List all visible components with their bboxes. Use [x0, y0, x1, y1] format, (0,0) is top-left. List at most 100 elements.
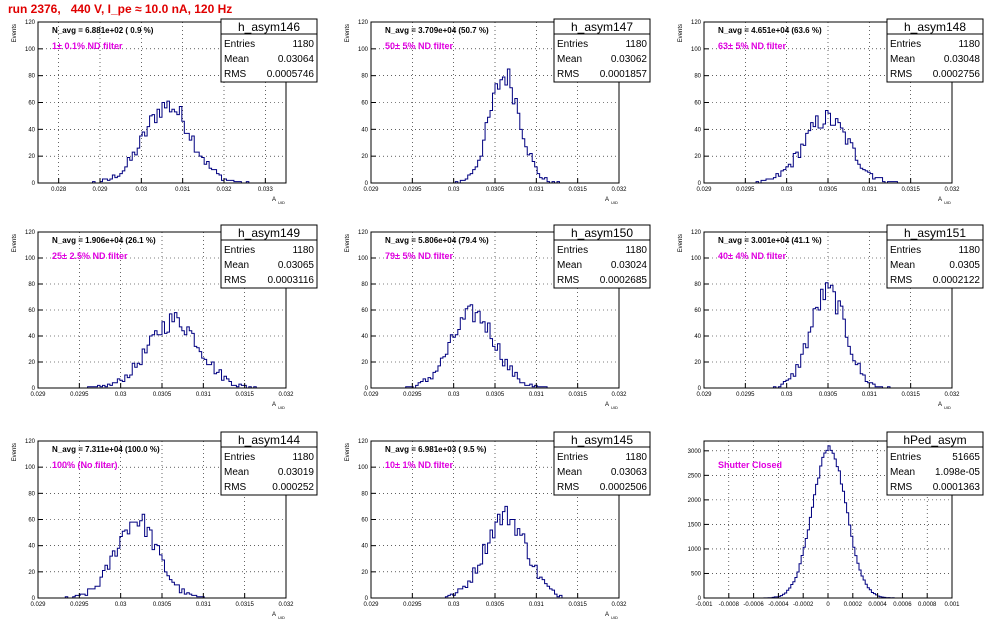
stats-key-entries: Entries	[890, 245, 921, 256]
x-tick-label: 0.0295	[403, 392, 422, 398]
stats-box: h_asym144 Entries 1180 Mean 0.03019 RMS 0.0002…	[220, 431, 318, 496]
x-tick-label: 0.0002	[844, 602, 863, 608]
x-tick-label: 0.031	[529, 602, 545, 608]
y-tick-label: 40	[28, 127, 35, 133]
stats-value-rms: 0.0002122	[933, 275, 981, 286]
stats-key-mean: Mean	[557, 260, 582, 271]
stats-value-entries: 1180	[625, 452, 647, 463]
x-tick-label: 0.0315	[568, 602, 587, 608]
x-axis-label: A UID	[938, 402, 951, 410]
histogram-panel-h_asym148: 0 20 40 60 80 100 120 0.029 0.0295 0.03 0.0305 0.03…	[678, 18, 984, 205]
y-tick-label: 40	[694, 334, 701, 340]
stats-key-entries: Entries	[557, 245, 588, 256]
y-tick-label: 60	[361, 518, 368, 524]
x-axis-label: A UID	[605, 402, 618, 410]
x-tick-label: 0.0315	[568, 187, 587, 193]
stats-box-title: hPed_asym	[903, 433, 966, 447]
x-tick-label: 0.031	[196, 392, 212, 398]
x-axis-label: A UID	[938, 197, 951, 205]
stats-box: h_asym145 Entries 1180 Mean 0.03063 RMS 0.0002…	[553, 431, 651, 496]
stats-box: h_asym150 Entries 1180 Mean 0.03024 RMS 0.0002…	[553, 224, 651, 289]
stats-value-rms: 0.000252	[272, 482, 314, 493]
filter-label: 10± 1% ND filter	[385, 460, 453, 470]
x-tick-label: 0.0305	[486, 187, 505, 193]
stats-value-rms: 0.0001857	[600, 69, 648, 80]
stats-value-rms: 0.0001363	[933, 482, 981, 493]
x-tick-label: 0.029	[30, 392, 46, 398]
x-tick-label: 0.031	[862, 187, 878, 193]
stats-value-mean: 0.03062	[611, 54, 648, 65]
stats-key-rms: RMS	[890, 275, 913, 286]
y-tick-label: 40	[361, 544, 368, 550]
y-tick-label: 0	[32, 596, 36, 602]
y-tick-label: 40	[361, 334, 368, 340]
x-tick-label: 0.0305	[819, 392, 838, 398]
x-tick-label: 0.033	[258, 187, 274, 193]
stats-box: h_asym151 Entries 1180 Mean 0.0305 RMS 0.00021…	[886, 224, 984, 289]
y-tick-label: 20	[28, 360, 35, 366]
y-tick-label: 60	[28, 518, 35, 524]
y-tick-label: 2500	[688, 473, 702, 479]
y-tick-label: 20	[694, 154, 701, 160]
x-tick-label: 0.032	[278, 392, 294, 398]
histogram-panel-h_asym146: 0 20 40 60 80 100 120 0.028 0.029 0.03 0.031 0.032 0…	[12, 18, 318, 205]
x-axis-label: A UID	[272, 402, 285, 410]
y-axis-label: Events	[345, 443, 351, 461]
x-tick-label: 0	[826, 602, 830, 608]
x-tick-label: 0.0315	[568, 392, 587, 398]
stats-box-title: h_asym149	[238, 226, 300, 240]
histogram-line	[38, 312, 286, 389]
stats-key-entries: Entries	[557, 39, 588, 50]
stats-value-entries: 1180	[292, 245, 314, 256]
y-tick-label: 20	[361, 360, 368, 366]
stats-value-mean: 0.03048	[944, 54, 981, 65]
stats-key-entries: Entries	[557, 452, 588, 463]
stats-key-entries: Entries	[224, 245, 255, 256]
x-tick-label: -0.0006	[743, 602, 764, 608]
histogram-line	[371, 304, 619, 389]
histogram-line	[371, 68, 619, 184]
x-tick-label: -0.0008	[719, 602, 740, 608]
y-tick-label: 120	[691, 230, 702, 236]
stats-key-rms: RMS	[557, 482, 580, 493]
x-tick-label: 0.0305	[153, 602, 172, 608]
x-axis-label: A UID	[272, 612, 285, 620]
x-tick-label: 0.03	[115, 602, 127, 608]
x-axis-label: A UID	[605, 197, 618, 205]
y-tick-label: 80	[694, 282, 701, 288]
x-tick-label: 0.03	[448, 392, 460, 398]
x-tick-label: 0.0295	[403, 187, 422, 193]
stats-box: h_asym149 Entries 1180 Mean 0.03065 RMS 0.0003…	[220, 224, 318, 289]
y-tick-label: 100	[691, 47, 702, 53]
x-tick-label: 0.031	[529, 392, 545, 398]
y-tick-label: 60	[28, 308, 35, 314]
histogram-panel-h_asym150: 0 20 40 60 80 100 120 0.029 0.0295 0.03 0.0305 0.03…	[345, 224, 651, 410]
stats-value-entries: 51665	[952, 452, 980, 463]
stats-box-frame	[886, 224, 984, 289]
stats-value-entries: 1180	[958, 245, 980, 256]
y-tick-label: 0	[698, 596, 702, 602]
stats-value-mean: 0.03064	[278, 54, 315, 65]
y-tick-label: 40	[28, 334, 35, 340]
stats-value-mean: 1.098e-05	[935, 467, 980, 478]
x-tick-label: 0.0315	[235, 392, 254, 398]
y-axis-label: Events	[345, 234, 351, 252]
x-tick-label: 0.029	[696, 392, 712, 398]
y-tick-label: 100	[358, 256, 369, 262]
stats-value-mean: 0.03024	[611, 260, 648, 271]
stats-value-entries: 1180	[292, 452, 314, 463]
stats-value-mean: 0.0305	[949, 260, 980, 271]
stats-key-rms: RMS	[224, 69, 247, 80]
x-tick-label: 0.032	[944, 187, 960, 193]
y-tick-label: 0	[698, 386, 702, 392]
filter-label: Shutter Closed	[718, 460, 782, 470]
y-tick-label: 0	[365, 386, 369, 392]
y-tick-label: 80	[361, 491, 368, 497]
x-tick-label: 0.029	[363, 187, 379, 193]
y-tick-label: 80	[361, 74, 368, 80]
stats-value-entries: 1180	[958, 39, 980, 50]
stats-box: h_asym146 Entries 1180 Mean 0.03064 RMS 0.0005…	[220, 18, 318, 83]
x-tick-label: 0.0315	[901, 392, 920, 398]
x-tick-label: 0.029	[696, 187, 712, 193]
